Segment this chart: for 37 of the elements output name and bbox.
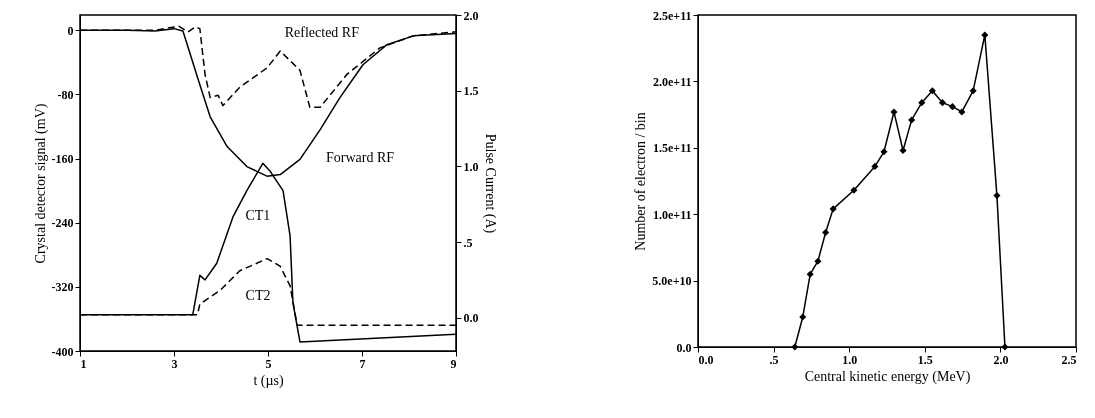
x-axis-title: Central kinetic energy (MeV) — [804, 368, 971, 385]
y2-tick-label: .5 — [463, 235, 473, 250]
y-tick-label: -320 — [51, 280, 74, 295]
y-axis-title: Crystal detector signal (mV) — [32, 103, 49, 264]
y2-tick-label: 2.0 — [463, 8, 479, 23]
series-label: Forward RF — [326, 150, 395, 166]
x-tick-label: 1 — [80, 356, 87, 371]
y-axis-title: Number of electron / bin — [633, 112, 649, 251]
y-tick-label: 0 — [67, 23, 74, 38]
y2-tick-label: 1.5 — [463, 84, 479, 99]
y2-axis-title: Pulse Current (A) — [481, 133, 498, 234]
series-label: Reflected RF — [284, 25, 360, 41]
y-tick-label: -400 — [51, 344, 74, 359]
y2-tick-label: 1.0 — [463, 159, 479, 174]
y-tick-label: 1.5e+11 — [652, 141, 692, 156]
y-tick-label: -80 — [57, 87, 74, 102]
y-tick-label: 5.0e+10 — [652, 274, 692, 289]
x-tick-label: 9 — [450, 356, 457, 371]
y-tick-label: 1.0e+11 — [652, 207, 692, 222]
x-axis-title: t (µs) — [253, 372, 284, 389]
x-tick-label: 5 — [265, 356, 272, 371]
y-tick-label: -160 — [51, 152, 74, 167]
x-tick-label: 3 — [171, 356, 178, 371]
x-tick-label: 7 — [359, 356, 366, 371]
y2-tick-label: 0.0 — [463, 311, 479, 326]
y-tick-label: 2.0e+11 — [652, 74, 692, 89]
x-tick-label: 1.0 — [842, 352, 858, 367]
x-tick-label: 1.5 — [917, 352, 933, 367]
x-tick-label: .5 — [769, 352, 779, 367]
x-tick-label: 0.0 — [698, 352, 714, 367]
x-tick-label: 2.0 — [993, 352, 1009, 367]
x-tick-label: 2.5 — [1061, 352, 1077, 367]
y-tick-label: 2.5e+11 — [652, 8, 692, 23]
y-tick-label: -240 — [51, 216, 74, 231]
series-label: CT1 — [245, 208, 271, 224]
series-label: CT2 — [245, 287, 271, 303]
y-tick-label: 0.0 — [676, 340, 692, 355]
